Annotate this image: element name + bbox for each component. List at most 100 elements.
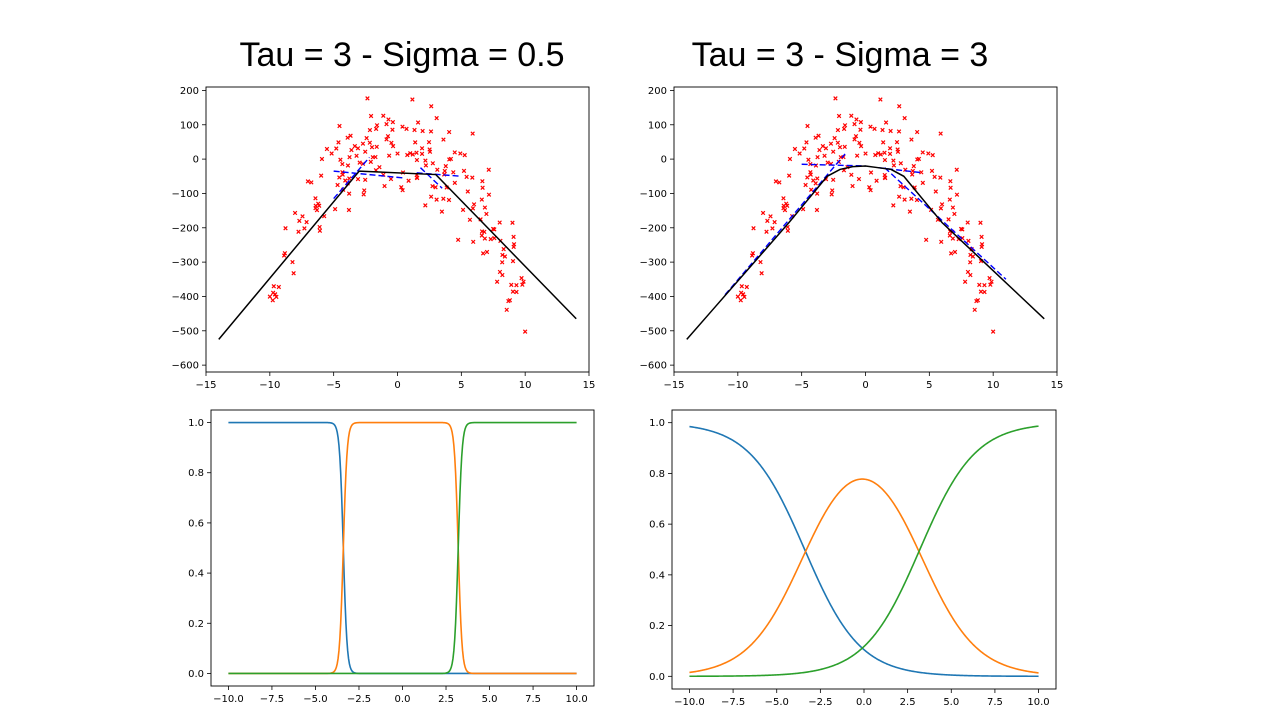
scatter-point	[806, 157, 811, 162]
scatter-point	[962, 279, 968, 284]
x-tick-label: −15	[663, 380, 684, 391]
fit-line	[218, 170, 577, 340]
scatter-point	[902, 115, 907, 121]
scatter-point	[817, 147, 822, 153]
scatter-point	[802, 146, 807, 151]
scatter-point	[471, 202, 477, 207]
y-tick-label: 0.2	[188, 619, 204, 630]
scatter-point	[292, 210, 298, 216]
scatter-point	[825, 160, 830, 165]
scatter-point	[443, 163, 448, 169]
x-tick-label: −5.0	[303, 694, 327, 705]
scatter-point	[950, 205, 956, 210]
scatter-point	[930, 152, 935, 158]
scatter-point	[347, 176, 352, 181]
scatter-point	[882, 175, 888, 181]
scatter-point	[434, 197, 439, 202]
scatter-point	[412, 140, 418, 145]
scatter-point	[360, 141, 366, 146]
scatter-point	[835, 140, 841, 145]
scatter-point	[990, 329, 996, 334]
scatter-point	[815, 154, 820, 160]
y-tick-label: 0.0	[188, 669, 204, 680]
scatter-point	[428, 194, 434, 199]
scatter-point	[435, 167, 440, 172]
scatter-point	[362, 177, 368, 183]
scatter-point	[340, 169, 345, 175]
slide-title-left: Tau = 3 - Sigma = 0.5	[239, 36, 565, 74]
scatter-point	[451, 170, 456, 175]
scatter-point	[354, 153, 359, 159]
scatter-point	[334, 146, 339, 151]
scatter-point	[739, 283, 745, 289]
y-tick-label: −300	[172, 258, 199, 269]
scatter-point	[883, 120, 889, 125]
scatter-point	[867, 185, 872, 190]
scatter-point	[479, 233, 485, 238]
x-tick-label: 2.5	[438, 694, 454, 705]
scatter-point	[898, 183, 903, 189]
scatter-point	[441, 196, 446, 201]
scatter-point	[500, 272, 505, 278]
scatter-point	[386, 117, 391, 122]
scatter-point	[880, 127, 885, 133]
scatter-point	[968, 272, 973, 278]
scatter-point	[419, 146, 425, 151]
scatter-point	[347, 154, 352, 160]
x-tick-label: −2.5	[808, 697, 832, 708]
scatter-point	[946, 217, 951, 222]
y-tick-label: 0.6	[188, 518, 204, 529]
scatter-point	[336, 140, 341, 145]
scatter-point	[382, 183, 387, 189]
scatter-point	[313, 205, 318, 211]
scatter-point	[423, 158, 428, 163]
scatter-point	[979, 241, 985, 247]
scatter-point	[852, 121, 857, 127]
scatter-point	[888, 128, 893, 134]
scatter-point	[345, 135, 350, 140]
scatter-point	[415, 120, 421, 125]
scatter-point	[313, 196, 318, 201]
scatter-point	[960, 227, 965, 232]
scatter-point	[854, 117, 859, 122]
scatter-point	[978, 289, 984, 294]
scatter-point	[484, 249, 490, 255]
scatter-point	[502, 254, 508, 259]
scatter-point	[514, 289, 519, 295]
scatter-point	[317, 224, 322, 230]
scatter-point	[759, 271, 764, 276]
scatter-point	[304, 219, 309, 225]
scatter-point	[876, 150, 881, 156]
scatter-point	[979, 234, 984, 240]
x-tick-label: 10	[519, 380, 532, 391]
scatter-point	[434, 115, 439, 121]
scatter-point	[760, 210, 766, 216]
scatter-point	[478, 217, 483, 222]
local-model-line	[416, 172, 462, 177]
y-tick-label: 0.2	[649, 621, 665, 632]
scatter-point	[369, 144, 375, 150]
scatter-point	[822, 153, 827, 159]
scatter-point	[938, 175, 943, 180]
scatter-point	[920, 180, 926, 186]
scatter-point	[965, 220, 970, 225]
scatter-point	[319, 156, 325, 162]
scatter-point	[891, 203, 896, 208]
scatter-point	[887, 146, 893, 151]
x-tick-label: 5	[926, 380, 932, 391]
scatter-point	[970, 254, 976, 259]
scatter-point	[302, 226, 307, 231]
slide-title-right: Tau = 3 - Sigma = 3	[691, 36, 989, 74]
plot-area	[228, 421, 577, 675]
scatter-point	[511, 234, 516, 240]
scatter-point	[329, 151, 334, 156]
x-tick-label: −5.0	[765, 697, 789, 708]
scatter-point	[297, 218, 302, 224]
scatter-point	[738, 298, 743, 303]
scatter-point	[785, 228, 791, 233]
x-tick-label: 10.0	[1027, 697, 1049, 708]
scatter-point	[414, 157, 420, 163]
scatter-point	[987, 275, 992, 281]
scatter-point	[340, 161, 345, 167]
chart-top-right: −15 −10 −5 0 5 10 15 200 100 0 −100 −200 −300 −400 −50…	[640, 86, 1064, 391]
